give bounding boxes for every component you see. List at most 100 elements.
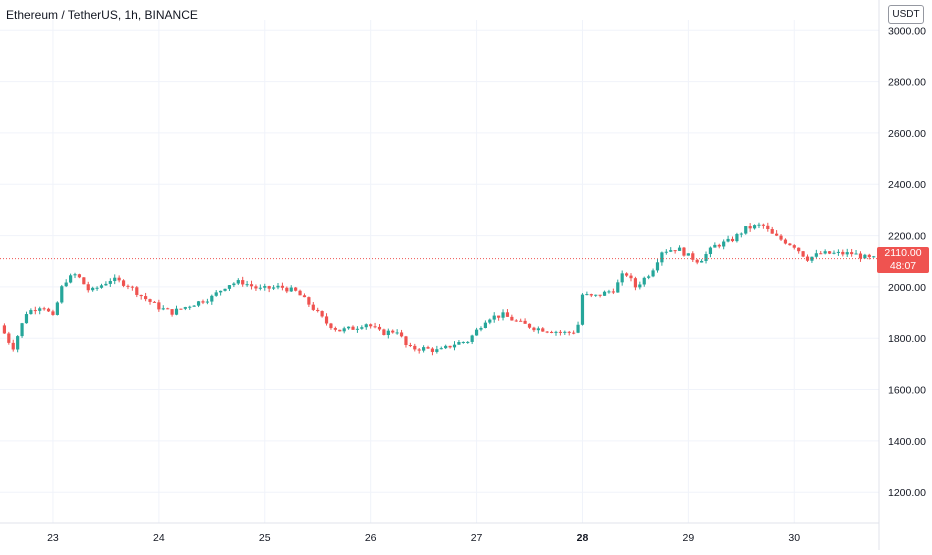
candle-body [691,253,695,260]
candle-body [814,253,818,257]
candle-body [373,326,377,328]
x-tick-label: 23 [47,532,59,544]
candle-body [474,329,479,336]
candle-body [660,252,664,263]
candle-body [227,285,232,289]
candle-body [320,311,324,317]
candle-body [46,308,51,312]
candle-body [346,326,351,329]
candle-body [210,295,214,302]
candle-body [126,285,130,287]
candle-body [417,349,421,351]
candle-body [201,301,205,303]
candle-body [329,323,333,329]
candle-body [232,283,236,286]
candle-body [532,327,536,331]
candle-body [545,331,549,333]
candle-body [377,326,382,330]
candle-body [722,241,726,247]
candle-body [16,336,20,350]
candle-body [739,233,743,235]
candle-body [333,328,337,330]
candle-body [188,306,192,308]
candle-body [819,253,823,255]
candle-body [872,256,876,258]
candle-body [391,330,395,333]
candle-body [664,251,668,253]
candle-body [576,324,580,333]
candle-body [236,280,240,284]
candle-body [527,323,532,328]
candle-body [205,301,209,303]
currency-selector-button[interactable]: USDT [888,5,924,24]
candle-body [700,260,704,263]
y-tick-label: 3000.00 [888,25,926,37]
candle-body [682,247,686,256]
candle-body [761,224,765,226]
candle-body [196,301,201,306]
candle-body [735,234,739,242]
candle-body [466,341,470,343]
candle-body [452,344,457,348]
candle-body [850,252,854,255]
candle-body [629,275,633,279]
x-tick-label: 30 [788,532,800,544]
x-tick-label: 25 [259,532,271,544]
candle-body [713,244,717,248]
candle-body [677,247,682,251]
last-price-tag: 2110.00 48:07 [877,247,929,273]
candle-body [770,229,774,234]
candle-body [33,310,37,312]
candle-body [602,291,607,296]
candle-body [519,320,523,322]
candle-body [302,295,307,298]
candle-body [673,250,677,252]
candle-body [757,224,761,226]
candle-body [285,287,289,292]
candle-body [422,347,426,351]
candle-body [73,274,77,276]
candle-body [430,348,435,352]
candle-body [483,322,487,329]
candle-body [95,287,99,289]
candle-body [836,251,841,253]
candle-body [64,282,68,287]
candle-body [161,308,165,310]
candle-body [99,285,104,288]
candle-body [594,294,598,296]
candle-body [823,251,827,254]
candle-body [788,243,792,246]
candle-body [752,225,757,229]
candle-body [51,311,55,315]
candle-body [294,287,298,291]
candle-body [214,292,218,296]
candle-body [651,270,655,277]
candle-body [572,332,576,334]
candle-body [448,345,452,348]
candle-body [510,316,514,321]
candle-body [827,251,832,254]
candle-body [139,294,143,297]
candle-body [38,308,42,311]
candle-body [404,336,408,346]
candle-body [69,275,73,283]
candle-body [607,291,611,293]
candle-body [858,253,863,259]
candle-body [497,315,501,318]
candle-body [276,285,280,288]
candle-body [585,294,589,296]
grid [0,20,879,523]
candle-body [55,302,59,315]
candle-body [616,282,620,293]
candle-body [157,302,161,310]
candle-body [558,331,563,333]
candle-body [810,256,814,261]
candle-body [108,281,112,284]
candle-body [324,316,329,324]
candle-body [744,226,748,234]
candle-body [174,308,179,315]
candle-body [669,250,673,252]
